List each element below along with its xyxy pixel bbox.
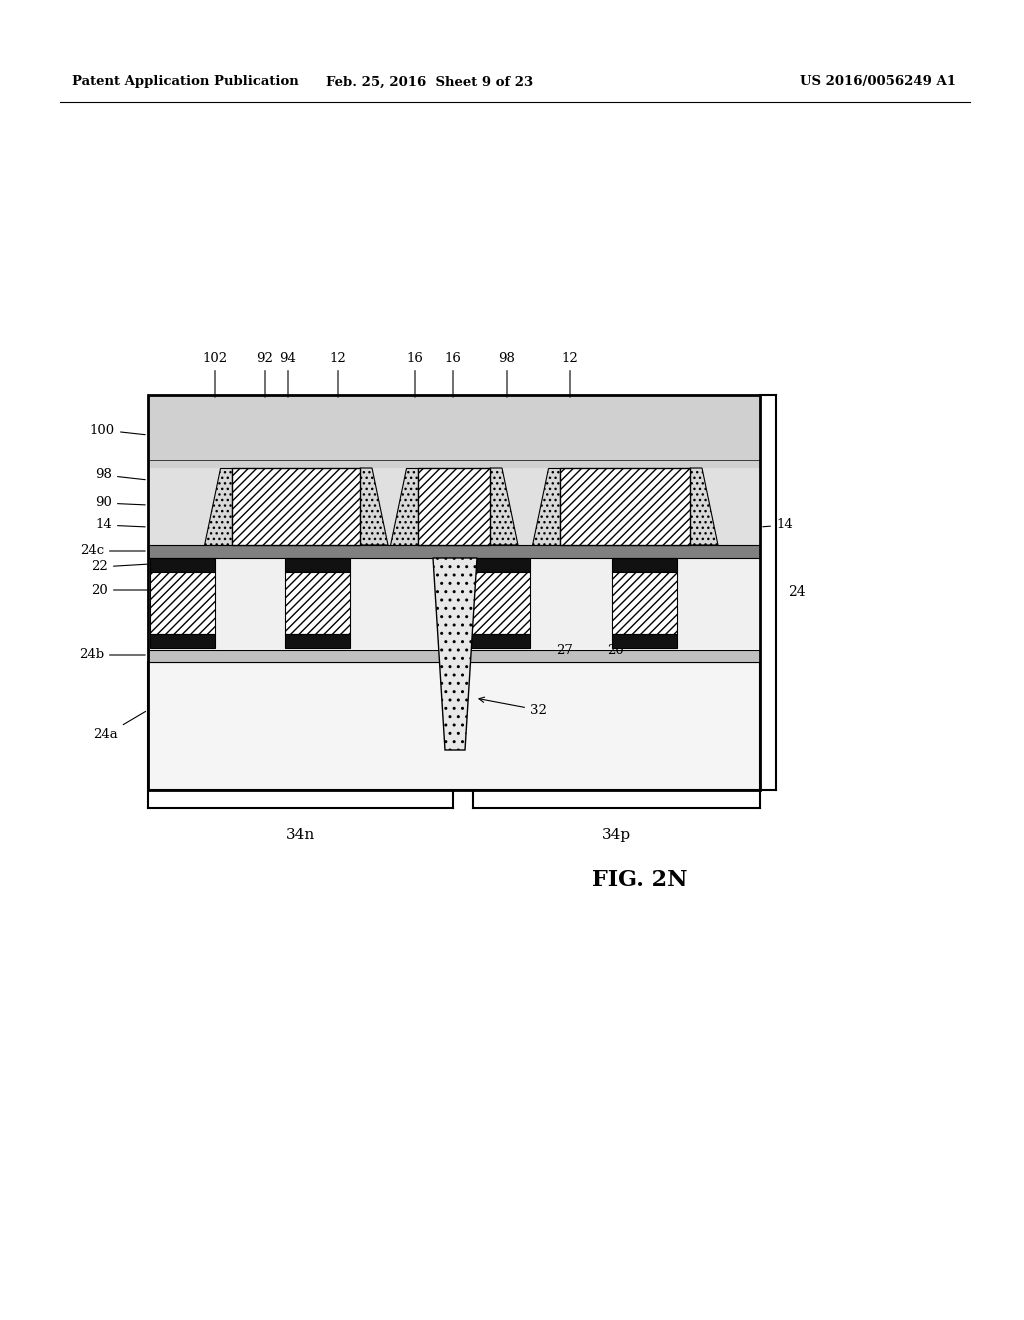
- Bar: [148, 395, 760, 789]
- Text: 92: 92: [257, 352, 273, 397]
- Text: 98: 98: [499, 352, 515, 397]
- Text: 12: 12: [561, 352, 579, 397]
- Text: 12: 12: [330, 352, 346, 397]
- Polygon shape: [360, 469, 388, 545]
- Bar: [150, 572, 215, 634]
- Text: 24b: 24b: [79, 648, 145, 661]
- Text: 98: 98: [95, 469, 145, 482]
- Bar: [465, 558, 530, 572]
- Text: 27: 27: [557, 644, 573, 656]
- Text: Feb. 25, 2016  Sheet 9 of 23: Feb. 25, 2016 Sheet 9 of 23: [327, 75, 534, 88]
- Bar: [150, 558, 215, 572]
- Text: 94: 94: [280, 352, 296, 397]
- Text: 24c: 24c: [80, 544, 145, 557]
- Text: 32: 32: [479, 697, 547, 717]
- Text: 102: 102: [203, 352, 227, 397]
- Bar: [285, 572, 350, 634]
- Polygon shape: [532, 469, 560, 545]
- Text: 34p: 34p: [602, 828, 631, 842]
- Bar: [465, 572, 530, 634]
- Text: 24: 24: [788, 586, 806, 599]
- Bar: [612, 572, 677, 634]
- Bar: [465, 634, 530, 648]
- Bar: [612, 558, 677, 572]
- Bar: [148, 558, 760, 649]
- Bar: [285, 634, 350, 648]
- Text: FIG. 2N: FIG. 2N: [592, 869, 688, 891]
- Bar: [148, 395, 760, 469]
- Text: 20: 20: [607, 644, 625, 656]
- Text: 24a: 24a: [93, 711, 145, 742]
- Bar: [612, 634, 677, 648]
- Text: 34n: 34n: [286, 828, 315, 842]
- Polygon shape: [390, 469, 418, 545]
- Polygon shape: [690, 469, 718, 545]
- Bar: [232, 469, 360, 545]
- Text: 14: 14: [763, 519, 793, 532]
- Text: 14: 14: [95, 519, 145, 532]
- Polygon shape: [490, 469, 518, 545]
- Text: Patent Application Publication: Patent Application Publication: [72, 75, 299, 88]
- Text: 100: 100: [90, 424, 145, 437]
- Text: 22: 22: [91, 561, 147, 573]
- Text: 27: 27: [297, 619, 313, 631]
- Bar: [148, 469, 760, 545]
- Text: 16: 16: [444, 352, 462, 397]
- Text: US 2016/0056249 A1: US 2016/0056249 A1: [800, 75, 956, 88]
- Bar: [148, 649, 760, 663]
- Bar: [418, 469, 490, 545]
- Text: 90: 90: [95, 496, 145, 510]
- Bar: [148, 545, 760, 558]
- Bar: [285, 558, 350, 572]
- Bar: [148, 663, 760, 789]
- Bar: [150, 634, 215, 648]
- Polygon shape: [433, 558, 477, 750]
- Polygon shape: [204, 469, 232, 545]
- Bar: [560, 469, 690, 545]
- Text: 20: 20: [91, 583, 147, 597]
- Text: 16: 16: [407, 352, 424, 397]
